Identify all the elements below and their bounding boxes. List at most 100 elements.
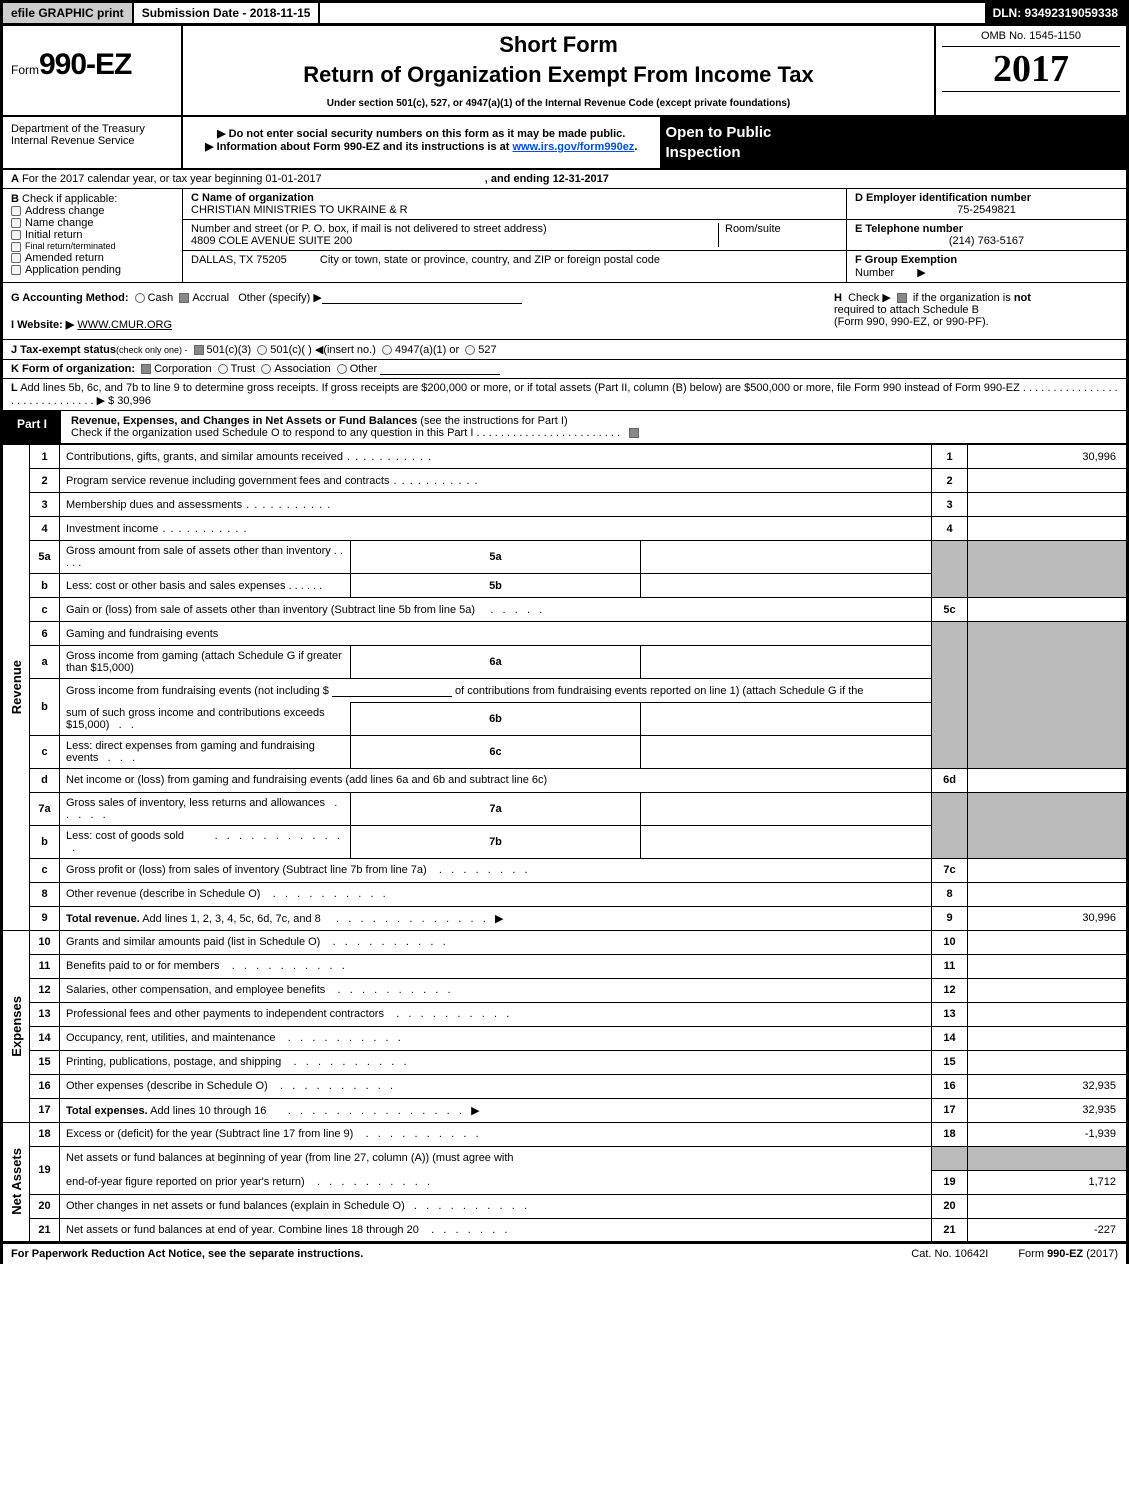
- line-6b-blank[interactable]: [332, 685, 452, 697]
- line-9-lno: 9: [932, 906, 968, 930]
- part-1-title: Revenue, Expenses, and Changes in Net As…: [71, 415, 417, 427]
- k-other-blank[interactable]: [380, 363, 500, 375]
- form-990ez: 990-EZ: [1047, 1248, 1083, 1260]
- radio-accrual-checked[interactable]: [179, 293, 189, 303]
- checkbox-name-change[interactable]: [11, 218, 21, 228]
- line-6b-post: of contributions from fundraising events…: [455, 685, 863, 697]
- line-13-lno: 13: [932, 1002, 968, 1026]
- line-6a-num: a: [30, 646, 60, 679]
- line-2-amt: [968, 469, 1128, 493]
- radio-4947[interactable]: [382, 345, 392, 355]
- g-label: G Accounting Method:: [11, 292, 129, 304]
- opt-final-return: Final return/terminated: [25, 241, 116, 251]
- g-other-blank[interactable]: [322, 292, 522, 304]
- line-17-num: 17: [30, 1098, 60, 1122]
- line-13-desc: Professional fees and other payments to …: [66, 1008, 384, 1020]
- radio-cash[interactable]: [135, 293, 145, 303]
- info-link-line: ▶ Information about Form 990-EZ and its …: [193, 140, 650, 153]
- line-20-desc: Other changes in net assets or fund bala…: [66, 1200, 405, 1212]
- line-7a-val: [641, 792, 932, 825]
- radio-trust[interactable]: [218, 364, 228, 374]
- radio-527[interactable]: [465, 345, 475, 355]
- table-row: 11 Benefits paid to or for members . . .…: [2, 954, 1128, 978]
- check-applicable: Check if applicable:: [22, 193, 117, 205]
- checkbox-h[interactable]: [897, 293, 907, 303]
- line-5b-val: [641, 574, 932, 598]
- line-14-desc: Occupancy, rent, utilities, and maintena…: [66, 1032, 276, 1044]
- radio-assoc[interactable]: [261, 364, 271, 374]
- checkbox-schedule-o[interactable]: [629, 428, 639, 438]
- line-5a-desc: Gross amount from sale of assets other t…: [66, 545, 331, 557]
- room-suite-label: Room/suite: [718, 223, 838, 247]
- line-7c-desc: Gross profit or (loss) from sales of inv…: [66, 864, 427, 876]
- f-number-label: Number: [855, 267, 894, 279]
- row-l: L Add lines 5b, 6c, and 7b to line 9 to …: [0, 379, 1129, 411]
- h-text2: required to attach Schedule B: [834, 304, 979, 316]
- city-label: City or town, state or province, country…: [320, 254, 660, 266]
- line-7a-desc: Gross sales of inventory, less returns a…: [66, 797, 325, 809]
- line-7c-num: c: [30, 858, 60, 882]
- checkbox-final-return[interactable]: [11, 242, 21, 252]
- radio-other[interactable]: [337, 364, 347, 374]
- form-year: (2017): [1083, 1248, 1118, 1260]
- line-7b-num: b: [30, 825, 60, 858]
- line-4-lno: 4: [932, 517, 968, 541]
- j-label: J Tax-exempt status: [11, 344, 116, 356]
- line-10-amt: [968, 930, 1128, 954]
- part-1-label: Part I: [3, 411, 61, 443]
- table-row: c Gross profit or (loss) from sales of i…: [2, 858, 1128, 882]
- subtitle: Under section 501(c), 527, or 4947(a)(1)…: [193, 98, 924, 109]
- j-small: (check only one) -: [116, 345, 188, 355]
- checkbox-501c3-checked[interactable]: [194, 345, 204, 355]
- checkbox-amended-return[interactable]: [11, 253, 21, 263]
- e-phone-label: E Telephone number: [855, 223, 1118, 235]
- website-value[interactable]: WWW.CMUR.ORG: [77, 319, 172, 331]
- line-18-amt: -1,939: [968, 1122, 1128, 1146]
- line-18-num: 18: [30, 1122, 60, 1146]
- g-other: Other (specify) ▶: [238, 292, 322, 304]
- j-501c-blank: 501(c)( ): [270, 344, 312, 356]
- irs-link[interactable]: www.irs.gov/form990ez: [512, 141, 634, 153]
- line-7b-val: [641, 825, 932, 858]
- line-6c-sub: 6c: [350, 735, 641, 768]
- f-group-label: F Group Exemption: [855, 254, 957, 266]
- expenses-side-label: Expenses: [9, 996, 24, 1057]
- l-arrow: ▶: [97, 395, 105, 407]
- return-title: Return of Organization Exempt From Incom…: [193, 62, 924, 88]
- j-insert: ◀(insert no.): [315, 344, 376, 356]
- line-10-num: 10: [30, 930, 60, 954]
- table-row: 17 Total expenses. Add lines 10 through …: [2, 1098, 1128, 1122]
- line-7b-sub: 7b: [350, 825, 641, 858]
- line-20-num: 20: [30, 1194, 60, 1218]
- radio-501c[interactable]: [257, 345, 267, 355]
- line-5b-num: b: [30, 574, 60, 598]
- d-ein-label: D Employer identification number: [855, 192, 1118, 204]
- line-9-amt: 30,996: [968, 906, 1128, 930]
- checkbox-initial-return[interactable]: [11, 230, 21, 240]
- open-line2: Inspection: [666, 143, 1123, 163]
- checkbox-application-pending[interactable]: [11, 265, 21, 275]
- line-12-num: 12: [30, 978, 60, 1002]
- line-2-lno: 2: [932, 469, 968, 493]
- line-16-lno: 16: [932, 1074, 968, 1098]
- tax-year: 2017: [942, 47, 1120, 92]
- c-name-label: C Name of organization: [191, 192, 838, 204]
- line-6d-desc: Net income or (loss) from gaming and fun…: [60, 768, 932, 792]
- form-number: 990-EZ: [39, 48, 131, 81]
- line-7b-desc: Less: cost of goods sold: [66, 830, 184, 842]
- line-15-num: 15: [30, 1050, 60, 1074]
- revenue-side-label: Revenue: [9, 660, 24, 714]
- line-6-desc: Gaming and fundraising events: [60, 622, 932, 646]
- line-2-desc: Program service revenue including govern…: [66, 475, 389, 487]
- line-6a-sub: 6a: [350, 646, 641, 679]
- checkbox-address-change[interactable]: [11, 206, 21, 216]
- line-7c-amt: [968, 858, 1128, 882]
- line-3-lno: 3: [932, 493, 968, 517]
- h-text3: (Form 990, 990-EZ, or 990-PF).: [834, 316, 989, 328]
- short-form-title: Short Form: [193, 32, 924, 58]
- k-trust: Trust: [231, 363, 256, 375]
- top-bar: efile GRAPHIC print Submission Date - 20…: [0, 0, 1129, 26]
- checkbox-corp-checked[interactable]: [141, 364, 151, 374]
- treasury-dept: Department of the Treasury: [11, 123, 173, 135]
- efile-print-button[interactable]: efile GRAPHIC print: [3, 3, 134, 23]
